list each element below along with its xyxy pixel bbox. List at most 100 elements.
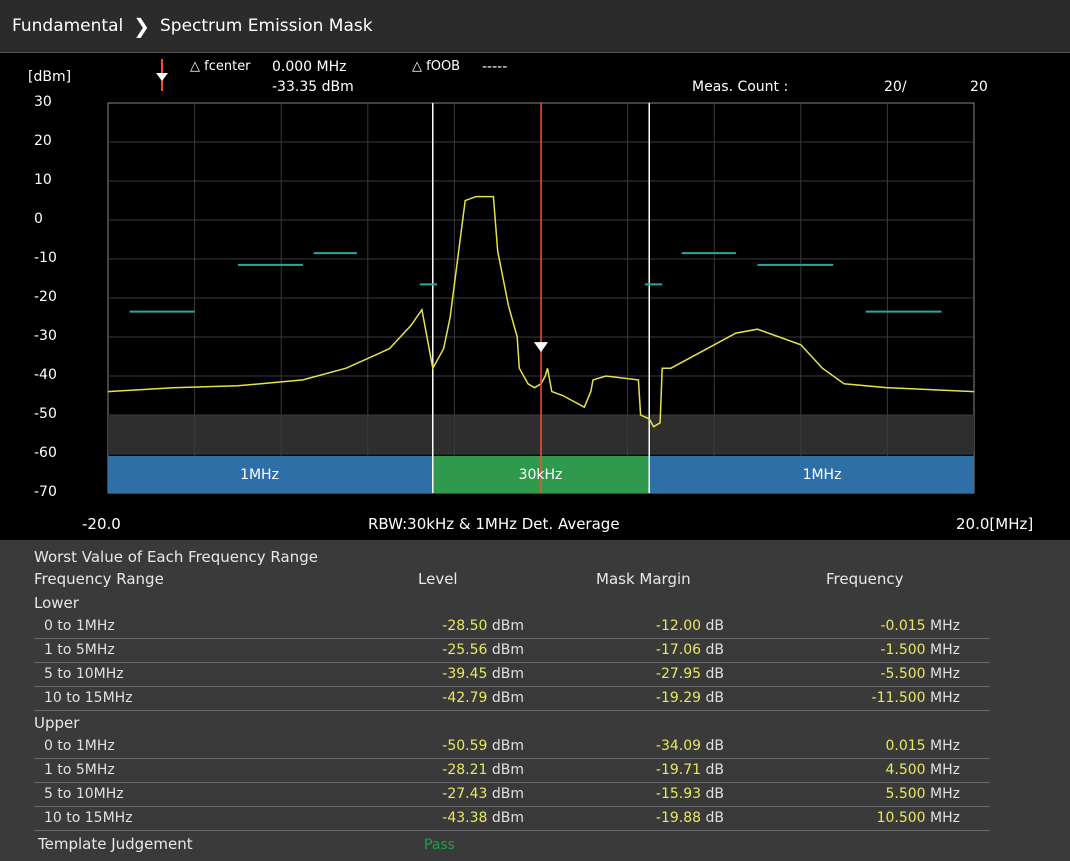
- meas-count-current: 20/: [884, 79, 907, 95]
- frequency-cell-value: -1.500: [880, 642, 926, 658]
- template-judgement-label: Template Judgement: [38, 835, 193, 853]
- spectrum-plot: [107, 59, 975, 494]
- margin-cell-unit: dB: [705, 762, 725, 778]
- margin-cell-value: -34.09: [655, 738, 702, 754]
- frequency-cell-unit: MHz: [930, 666, 960, 682]
- y-tick-label: -60: [34, 445, 57, 461]
- level-cell-unit: dBm: [491, 618, 524, 634]
- margin-cell-value: -12.00: [655, 618, 702, 634]
- frequency-cell-value: 10.500: [876, 810, 926, 826]
- frequency-cell-value: 4.500: [885, 762, 926, 778]
- table-row: 1 to 5MHz -28.21 dBm -19.71 dB 4.500 MHz: [34, 759, 990, 783]
- margin-cell: -19.88 dB: [534, 810, 724, 826]
- frequency-cell-value: 0.015: [885, 738, 926, 754]
- breadcrumb-current: Spectrum Emission Mask: [159, 16, 373, 36]
- x-end-label: 20.0[MHz]: [956, 515, 1034, 533]
- table-row: 0 to 1MHz -28.50 dBm -12.00 dB -0.015 MHz: [34, 615, 990, 639]
- center-caption: RBW:30kHz & 1MHz Det. Average: [368, 515, 620, 533]
- level-cell: -39.45 dBm: [334, 666, 524, 682]
- y-tick-label: 10: [34, 172, 52, 188]
- header-frequency: Frequency: [826, 570, 904, 588]
- level-cell: -25.56 dBm: [334, 642, 524, 658]
- margin-cell: -15.93 dB: [534, 786, 724, 802]
- frequency-cell-unit: MHz: [930, 642, 960, 658]
- template-judgement-value: Pass: [424, 837, 455, 853]
- range-cell: 5 to 10MHz: [44, 666, 124, 682]
- range-cell: 0 to 1MHz: [44, 738, 115, 754]
- margin-cell-unit: dB: [705, 666, 725, 682]
- chevron-right-icon: ❯: [133, 14, 150, 38]
- frequency-cell-value: -5.500: [880, 666, 926, 682]
- rbw-label-upper: 1MHz: [802, 467, 842, 483]
- level-cell: -27.43 dBm: [334, 786, 524, 802]
- level-cell: -50.59 dBm: [334, 738, 524, 754]
- level-cell-unit: dBm: [491, 738, 524, 754]
- level-cell: -28.21 dBm: [334, 762, 524, 778]
- margin-cell-unit: dB: [705, 618, 725, 634]
- table-row: 10 to 15MHz -42.79 dBm -19.29 dB -11.500 MH…: [34, 687, 990, 711]
- frequency-cell: 0.015 MHz: [764, 738, 960, 754]
- meas-count-label: Meas. Count :: [692, 79, 789, 95]
- range-cell: 10 to 15MHz: [44, 810, 133, 826]
- header-mask-margin: Mask Margin: [596, 570, 691, 588]
- spectrum-graph[interactable]: [dBm] △ fcenter 0.000 MHz -33.35 dBm △ f…: [0, 53, 1070, 540]
- margin-cell: -27.95 dB: [534, 666, 724, 682]
- y-tick-label: 20: [34, 133, 52, 149]
- results-table: Worst Value of Each Frequency Range Freq…: [0, 540, 1070, 861]
- level-cell-unit: dBm: [491, 642, 524, 658]
- frequency-cell: 5.500 MHz: [764, 786, 960, 802]
- header-frequency-range: Frequency Range: [34, 570, 164, 588]
- level-cell-value: -27.43: [442, 786, 488, 802]
- margin-cell-value: -27.95: [655, 666, 702, 682]
- level-cell-value: -42.79: [442, 690, 488, 706]
- table-row: 0 to 1MHz -50.59 dBm -34.09 dB 0.015 MHz: [34, 735, 990, 759]
- table-row: 5 to 10MHz -39.45 dBm -27.95 dB -5.500 MHz: [34, 663, 990, 687]
- range-cell: 0 to 1MHz: [44, 618, 115, 634]
- frequency-cell-value: -11.500: [871, 690, 926, 706]
- frequency-cell-unit: MHz: [930, 690, 960, 706]
- frequency-cell-unit: MHz: [930, 786, 960, 802]
- breadcrumb-root[interactable]: Fundamental: [12, 16, 124, 36]
- level-cell-unit: dBm: [491, 666, 524, 682]
- range-cell: 1 to 5MHz: [44, 642, 115, 658]
- level-cell: -28.50 dBm: [334, 618, 524, 634]
- y-tick-label: -10: [34, 250, 57, 266]
- margin-cell: -34.09 dB: [534, 738, 724, 754]
- frequency-cell: 4.500 MHz: [764, 762, 960, 778]
- spectrum-trace-line: [107, 195, 975, 428]
- table-title: Worst Value of Each Frequency Range: [34, 548, 318, 566]
- frequency-cell-unit: MHz: [930, 738, 960, 754]
- level-cell-unit: dBm: [491, 690, 524, 706]
- level-cell-unit: dBm: [491, 810, 524, 826]
- y-tick-label: 30: [34, 94, 52, 110]
- margin-cell-unit: dB: [705, 738, 725, 754]
- fcenter-value: 0.000 MHz: [272, 59, 347, 75]
- frequency-cell: -1.500 MHz: [764, 642, 960, 658]
- marker-level-value: -33.35 dBm: [272, 79, 354, 95]
- y-tick-label: -30: [34, 328, 57, 344]
- range-cell: 10 to 15MHz: [44, 690, 133, 706]
- rbw-label-center: 30kHz: [518, 467, 563, 483]
- x-start-label: -20.0: [82, 515, 121, 533]
- range-cell: 1 to 5MHz: [44, 762, 115, 778]
- margin-cell-unit: dB: [705, 642, 725, 658]
- frequency-cell-value: 5.500: [885, 786, 926, 802]
- frequency-cell: -11.500 MHz: [764, 690, 960, 706]
- y-tick-label: -70: [34, 484, 57, 500]
- margin-cell-unit: dB: [705, 786, 725, 802]
- margin-cell-value: -15.93: [655, 786, 702, 802]
- title-bar: Fundamental ❯ Spectrum Emission Mask: [0, 0, 1070, 53]
- y-unit-label: [dBm]: [28, 69, 72, 85]
- rbw-label-lower: 1MHz: [240, 467, 279, 483]
- margin-cell-unit: dB: [705, 810, 725, 826]
- frequency-cell-unit: MHz: [930, 810, 960, 826]
- rbw-bar-lower: [108, 455, 433, 493]
- marker-legend-triangle-icon: [156, 73, 168, 81]
- marker-triangle-icon: [534, 342, 548, 353]
- y-tick-label: -50: [34, 406, 57, 422]
- foob-value: -----: [482, 59, 508, 75]
- y-tick-label: -20: [34, 289, 57, 305]
- margin-cell-value: -19.71: [655, 762, 702, 778]
- level-cell-unit: dBm: [491, 762, 524, 778]
- frequency-cell-unit: MHz: [930, 618, 960, 634]
